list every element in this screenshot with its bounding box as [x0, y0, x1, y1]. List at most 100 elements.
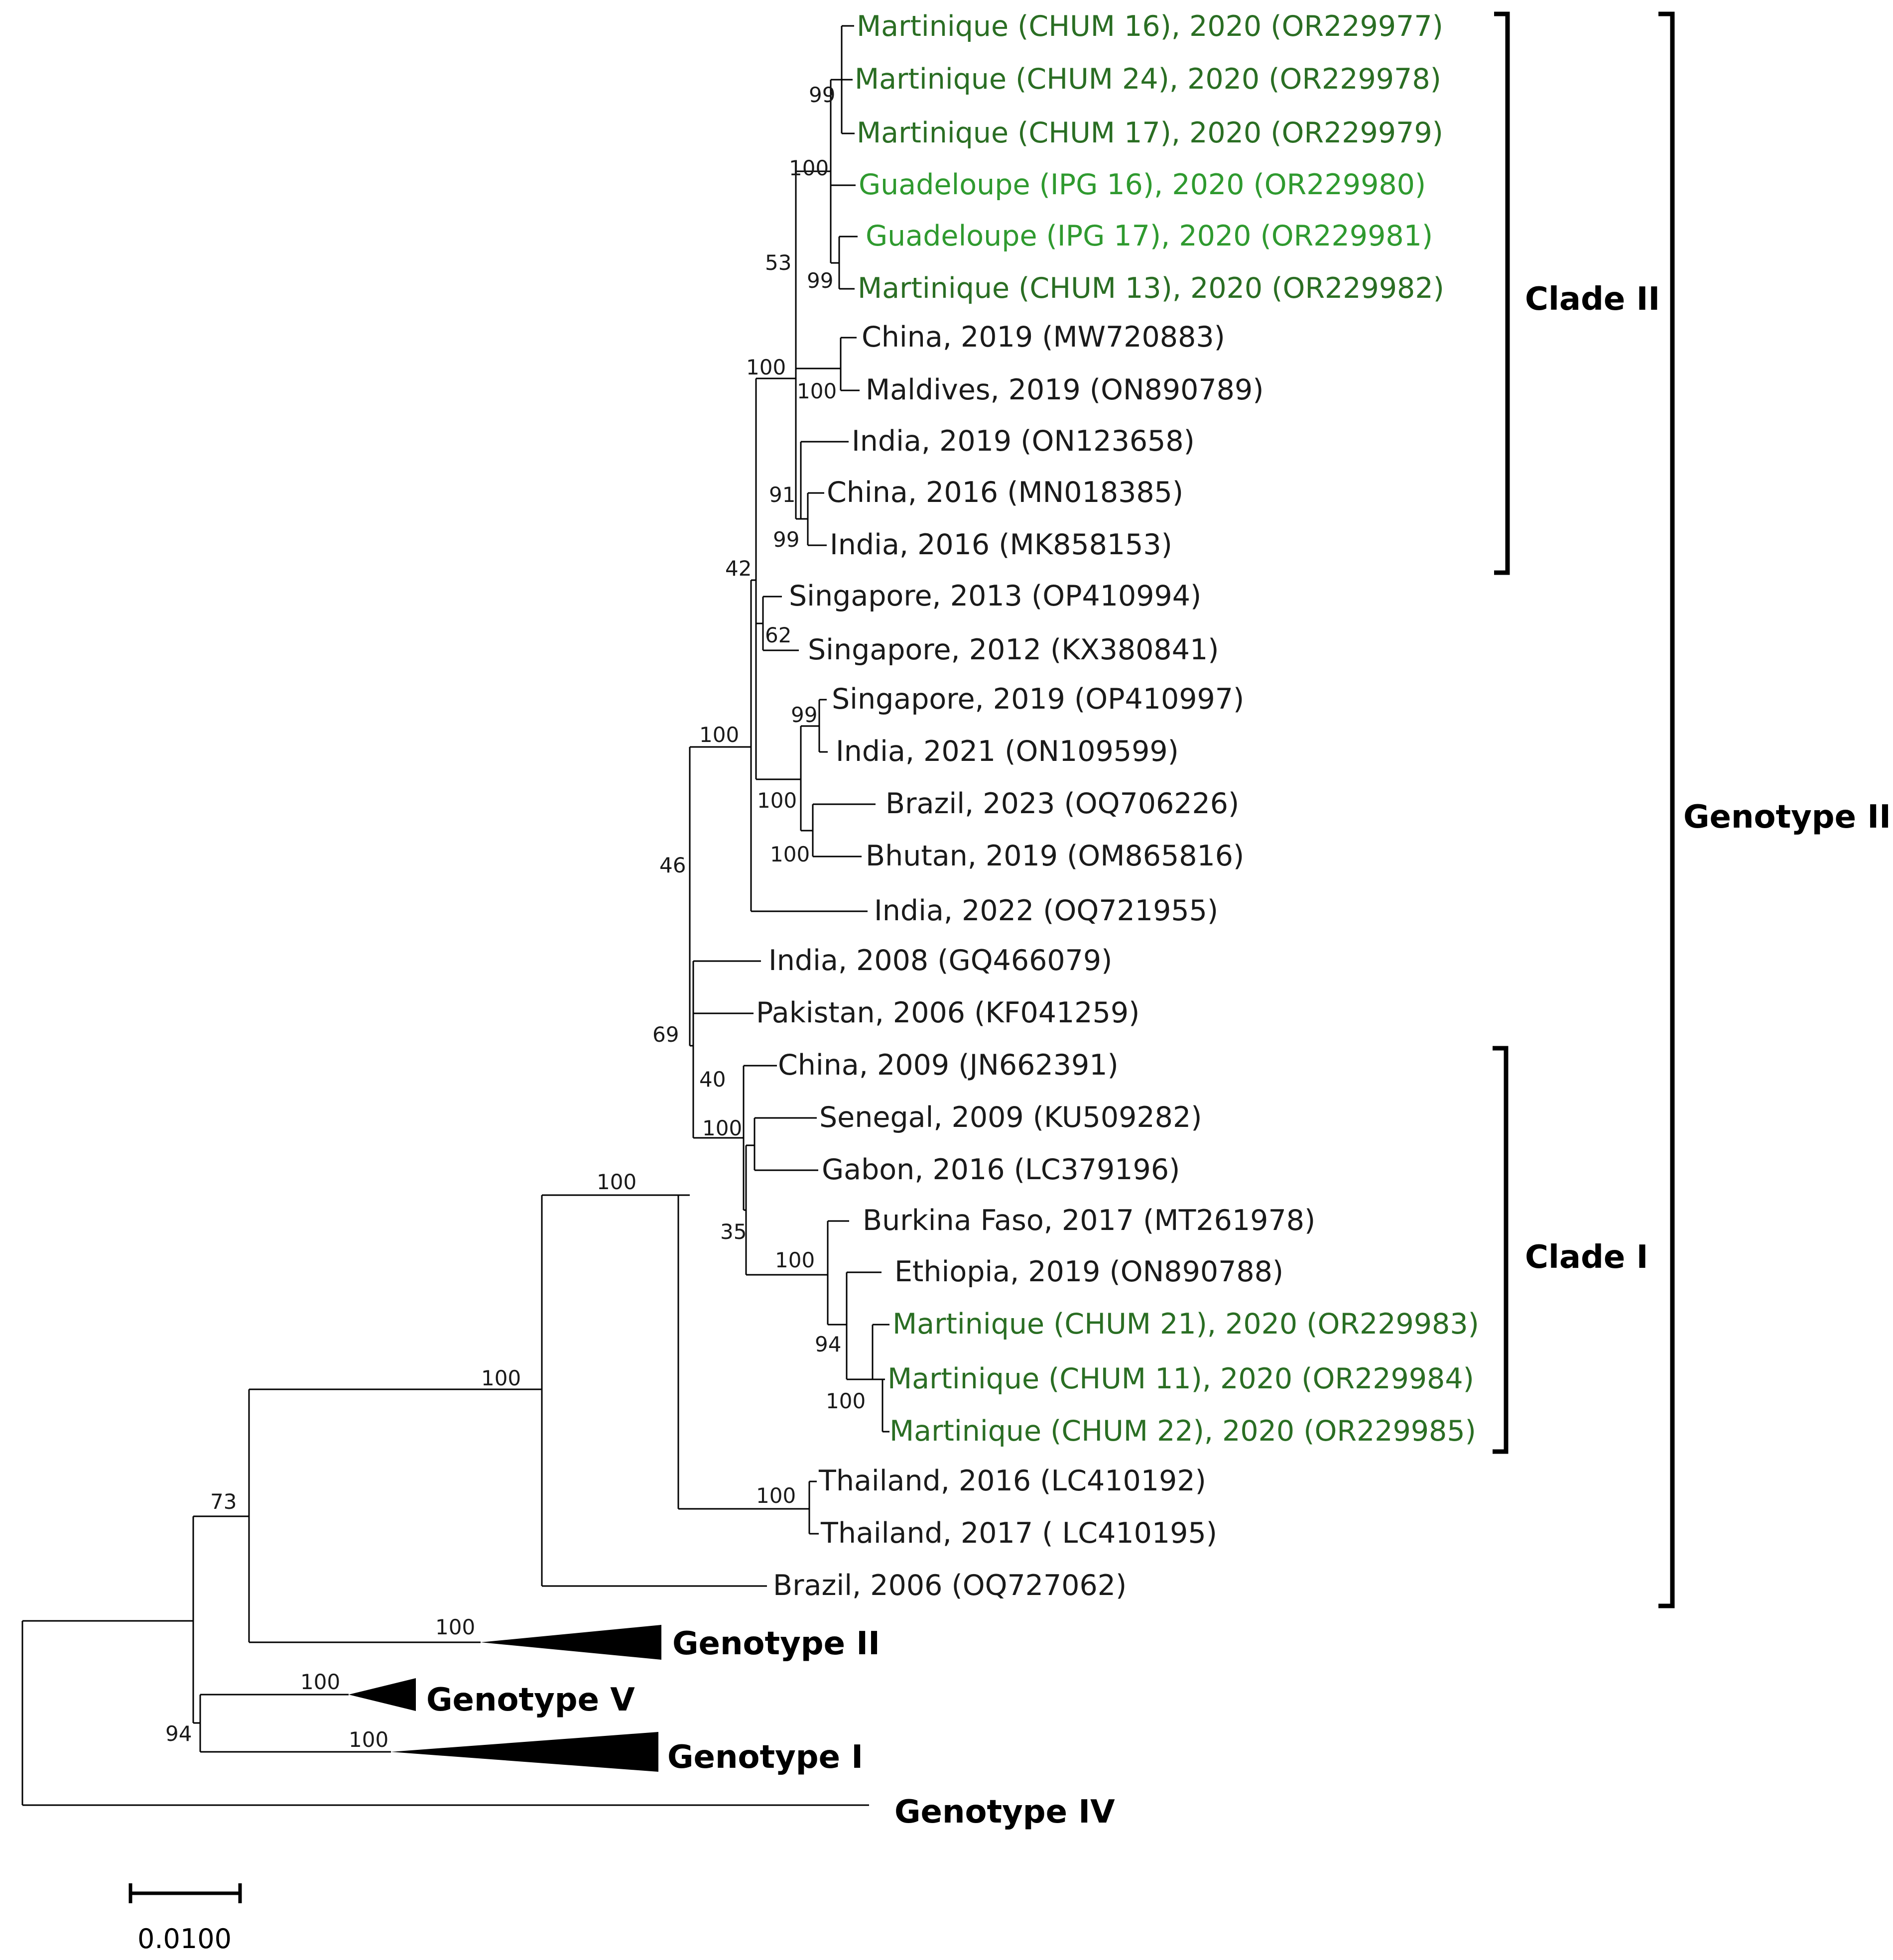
bootstrap-value: 100 — [746, 355, 786, 379]
leaf-label: India, 2008 (GQ466079) — [768, 944, 1112, 977]
branch — [807, 492, 827, 546]
bootstrap-value: 100 — [757, 788, 797, 813]
clade-ii-label: Clade II — [1525, 281, 1660, 318]
genotype-i-collapsed-clade — [391, 1732, 658, 1772]
leaf-label: Martinique (CHUM 24), 2020 (OR229978) — [855, 63, 1441, 96]
bootstrap-value: 100 — [797, 379, 837, 403]
genotype-iv-label: Genotype IV — [894, 1794, 1115, 1831]
branch — [827, 1220, 849, 1326]
leaf-label: Guadeloupe (IPG 17), 2020 (OR229981) — [866, 220, 1433, 252]
leaf-label: Guadeloupe (IPG 16), 2020 (OR229980) — [859, 168, 1426, 201]
genotype-v-label: Genotype V — [426, 1682, 635, 1718]
genotype-v-collapsed-clade — [349, 1678, 416, 1711]
branch — [800, 441, 849, 520]
leaf-label: Brazil, 2006 (OQ727062) — [773, 1569, 1127, 1602]
leaf-label: Gabon, 2016 (LC379196) — [822, 1153, 1180, 1186]
bootstrap-value: 100 — [699, 723, 739, 747]
branch — [841, 25, 855, 134]
leaf-label: Burkina Faso, 2017 (MT261978) — [863, 1204, 1315, 1237]
leaf-label: Senegal, 2009 (KU509282) — [819, 1101, 1202, 1134]
branch — [248, 1388, 542, 1643]
branch — [754, 1117, 818, 1171]
branch — [818, 699, 828, 753]
leaf-label: China, 2009 (JN662391) — [778, 1049, 1119, 1082]
branch — [192, 1515, 249, 1724]
bootstrap-value: 42 — [725, 556, 752, 581]
clade-ii-bracket — [1494, 11, 1510, 575]
leaf-label: Brazil, 2023 (OQ706226) — [885, 787, 1239, 820]
leaf-label: China, 2016 (MN018385) — [827, 476, 1183, 509]
clade-i-label: Clade I — [1525, 1239, 1648, 1276]
bootstrap-value: 40 — [699, 1067, 726, 1092]
branch — [840, 337, 860, 391]
bootstrap-value: 100 — [775, 1248, 815, 1272]
branch — [750, 579, 868, 912]
leaf-label: Maldives, 2019 (ON890789) — [866, 373, 1263, 406]
bootstrap-value: 94 — [815, 1332, 841, 1356]
branch — [541, 1194, 767, 1587]
branch — [838, 236, 858, 290]
branch — [800, 725, 819, 832]
leaf-label: India, 2022 (OQ721955) — [874, 894, 1218, 927]
scale-bar-line — [128, 1883, 242, 1903]
leaf-label: Martinique (CHUM 21), 2020 (OR229983) — [892, 1308, 1479, 1341]
bootstrap-value: 100 — [349, 1727, 388, 1752]
leaf-label: Thailand, 2016 (LC410192) — [818, 1465, 1206, 1497]
leaf-label: Martinique (CHUM 22), 2020 (OR229985) — [889, 1415, 1476, 1448]
bootstrap-value: 91 — [769, 483, 795, 507]
bootstrap-value: 99 — [809, 83, 835, 107]
genotype-i-label: Genotype I — [667, 1739, 863, 1776]
leaf-label: Martinique (CHUM 13), 2020 (OR229982) — [858, 272, 1444, 305]
clade-i-bracket — [1493, 1046, 1509, 1454]
leaf-label: Singapore, 2013 (OP410994) — [789, 580, 1201, 612]
bootstrap-values: 99 100 99 53 100 100 91 99 42 62 99 100 … — [165, 83, 866, 1752]
leaf-label: Bhutan, 2019 (OM865816) — [866, 840, 1244, 872]
branch — [755, 377, 801, 780]
collapsed-clades — [349, 1625, 661, 1772]
leaf-label: China, 2019 (MW720883) — [862, 321, 1225, 354]
branch — [692, 960, 761, 1139]
leaf-label: Singapore, 2012 (KX380841) — [808, 633, 1219, 666]
leaf-labels: Martinique (CHUM 16), 2020 (OR229977) Ma… — [756, 10, 1479, 1602]
scale-bar-label: 0.0100 — [137, 1923, 232, 1955]
scale-bar: 0.0100 — [128, 1883, 242, 1955]
genotype-iii-label: Genotype III — [1683, 799, 1893, 836]
bootstrap-value: 53 — [765, 250, 791, 275]
bootstrap-value: 69 — [652, 1022, 679, 1047]
genotype-ii-collapsed-clade — [481, 1625, 661, 1660]
leaf-label: Pakistan, 2006 (KF041259) — [756, 996, 1139, 1029]
leaf-label: India, 2016 (MK858153) — [830, 528, 1172, 561]
bootstrap-value: 100 — [702, 1116, 742, 1140]
bootstrap-value: 100 — [756, 1483, 796, 1508]
branch — [846, 1271, 882, 1380]
bootstrap-value: 100 — [770, 842, 810, 866]
branch — [677, 1194, 809, 1510]
bootstrap-value: 100 — [300, 1670, 340, 1694]
leaf-label: Martinique (CHUM 17), 2020 (OR229979) — [857, 117, 1443, 149]
bootstrap-value: 73 — [210, 1489, 237, 1514]
leaf-label: Ethiopia, 2019 (ON890788) — [894, 1255, 1283, 1288]
branch — [872, 1324, 889, 1380]
bootstrap-value: 46 — [659, 853, 686, 877]
leaf-label: Thailand, 2017 ( LC410195) — [820, 1517, 1217, 1550]
genotype-ii-label: Genotype II — [672, 1625, 880, 1662]
branch — [830, 79, 856, 264]
bootstrap-value: 99 — [807, 268, 833, 293]
branch — [882, 1378, 889, 1433]
leaf-label: India, 2019 (ON123658) — [852, 425, 1195, 458]
bootstrap-value: 35 — [720, 1220, 747, 1244]
bootstrap-value: 100 — [826, 1389, 866, 1413]
branch — [743, 1065, 777, 1211]
tree-branches — [21, 25, 889, 1806]
bootstrap-value: 99 — [791, 703, 817, 727]
branch — [21, 1620, 869, 1806]
leaf-label: Singapore, 2019 (OP410997) — [832, 683, 1244, 716]
branch — [795, 170, 841, 520]
branch — [808, 1480, 819, 1535]
leaf-label: India, 2021 (ON109599) — [836, 735, 1179, 768]
bootstrap-value: 62 — [765, 623, 791, 647]
bootstrap-value: 100 — [597, 1170, 636, 1194]
bootstrap-value: 100 — [789, 156, 829, 180]
bootstrap-value: 100 — [481, 1366, 521, 1390]
